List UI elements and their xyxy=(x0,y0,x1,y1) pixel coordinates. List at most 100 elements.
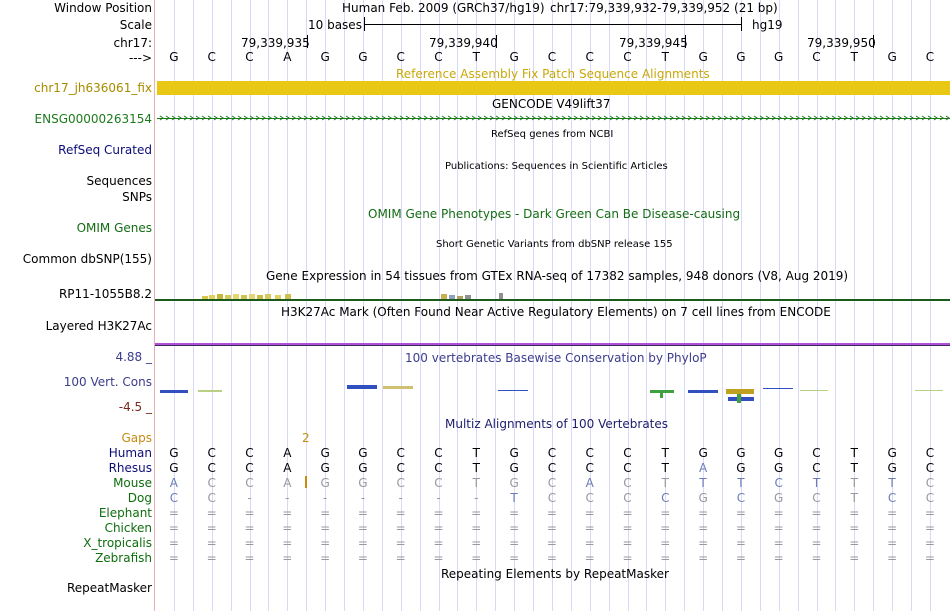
alignment-base: A xyxy=(283,476,292,490)
alignment-base: G xyxy=(509,446,519,460)
alignment-base: = xyxy=(849,551,860,565)
phylop-min-label: -4.5 _ xyxy=(118,400,152,414)
gencode-gene-model[interactable] xyxy=(157,118,950,119)
dbsnp-track-label[interactable]: Common dbSNP(155) xyxy=(22,252,152,266)
fix-patch-track-title: Reference Assembly Fix Patch Sequence Al… xyxy=(396,67,710,81)
alignment-base: C xyxy=(547,461,557,475)
alignment-base: = xyxy=(584,521,595,535)
alignment-base: C xyxy=(623,476,632,490)
species-label-elephant[interactable]: Elephant xyxy=(98,506,152,520)
alignment-base: = xyxy=(773,521,784,535)
species-label-chicken[interactable]: Chicken xyxy=(104,521,152,535)
gtex-tissue-bar xyxy=(449,295,455,300)
alignment-base: = xyxy=(660,536,671,550)
species-label-dog[interactable]: Dog xyxy=(127,491,152,505)
alignment-base: G xyxy=(358,461,368,475)
window-position-value[interactable]: chr17:79,339,932-79,339,952 (21 bp) xyxy=(550,1,778,15)
species-label-zebrafish[interactable]: Zebrafish xyxy=(95,551,152,565)
snps-track-label[interactable]: SNPs xyxy=(122,190,152,204)
grid-line xyxy=(759,0,761,611)
grid-line xyxy=(646,0,648,611)
phylop-conservation-graph[interactable] xyxy=(155,380,950,406)
alignment-base: C xyxy=(207,446,216,460)
species-label-human[interactable]: Human xyxy=(108,446,152,460)
phylop-score-bar xyxy=(688,390,718,393)
scale-bar xyxy=(364,24,742,25)
alignment-base: C xyxy=(623,446,632,460)
grid-line xyxy=(211,0,213,611)
reference-base: G xyxy=(698,50,708,64)
publications-track-title: Publications: Sequences in Scientific Ar… xyxy=(445,161,668,172)
alignment-base: = xyxy=(357,506,368,520)
phylop-score-bar xyxy=(198,390,222,392)
alignment-base: = xyxy=(433,536,444,550)
h3k27ac-track-label[interactable]: Layered H3K27Ac xyxy=(45,319,152,333)
alignment-base: T xyxy=(472,476,480,490)
repeatmasker-track-label[interactable]: RepeatMasker xyxy=(66,581,152,595)
alignment-base: = xyxy=(395,506,406,520)
alignment-base: T xyxy=(737,476,745,490)
gencode-gene-label[interactable]: ENSG00000263154 xyxy=(34,112,152,126)
fix-patch-track-label[interactable]: chr17_jh636061_fix xyxy=(34,81,152,95)
alignment-base: G xyxy=(698,446,708,460)
insertion-marker[interactable] xyxy=(305,476,307,488)
alignment-base: C xyxy=(585,461,594,475)
alignment-base: T xyxy=(661,446,669,460)
alignment-base: = xyxy=(773,536,784,550)
omim-track-label[interactable]: OMIM Genes xyxy=(76,221,152,235)
grid-line xyxy=(589,0,591,611)
publications-track-label[interactable]: Sequences xyxy=(86,174,152,188)
grid-line xyxy=(495,0,497,611)
alignment-base: G xyxy=(509,461,519,475)
multiz-track-title: Multiz Alignments of 100 Vertebrates xyxy=(445,417,669,431)
reference-base: G xyxy=(169,50,179,64)
alignment-base: = xyxy=(357,536,368,550)
alignment-base: G xyxy=(887,446,897,460)
reference-base: G xyxy=(887,50,897,64)
alignment-base: T xyxy=(472,461,480,475)
grid-line xyxy=(816,0,818,611)
reference-base: C xyxy=(585,50,594,64)
h3k27ac-signal-line[interactable] xyxy=(155,343,950,345)
species-label-x_tropicalis[interactable]: X_tropicalis xyxy=(83,536,152,550)
gtex-expression-graph[interactable] xyxy=(157,290,950,302)
alignment-base: = xyxy=(244,536,255,550)
grid-line xyxy=(306,0,308,611)
grid-line xyxy=(230,0,232,611)
gap-count-marker[interactable]: 2 xyxy=(302,431,310,445)
strand-arrow-path xyxy=(159,115,950,121)
grid-line xyxy=(835,0,837,611)
omim-track-title: OMIM Gene Phenotypes - Dark Green Can Be… xyxy=(368,207,741,221)
alignment-base: C xyxy=(812,446,821,460)
alignment-base: = xyxy=(168,521,179,535)
gtex-gene-label[interactable]: RP11-1055B8.2 xyxy=(58,287,152,301)
reference-base: C xyxy=(207,50,216,64)
alignment-base: = xyxy=(509,551,520,565)
species-label-rhesus[interactable]: Rhesus xyxy=(108,461,152,475)
refseq-track-label[interactable]: RefSeq Curated xyxy=(58,143,152,157)
grid-line xyxy=(438,0,440,611)
alignment-base: = xyxy=(320,506,331,520)
base-grid xyxy=(155,0,950,611)
alignment-base: C xyxy=(169,491,179,505)
alignment-base: G xyxy=(887,461,897,475)
alignment-base: A xyxy=(585,476,594,490)
h3k27ac-track-title: H3K27Ac Mark (Often Found Near Active Re… xyxy=(281,305,831,319)
phylop-score-bar xyxy=(915,390,943,391)
alignment-base: C xyxy=(661,491,670,505)
phylop-track-label[interactable]: 100 Vert. Cons xyxy=(63,375,152,389)
alignment-base: = xyxy=(206,506,217,520)
grid-line xyxy=(892,0,894,611)
fix-patch-alignment-bar[interactable] xyxy=(157,81,950,95)
coord-label: 79,339,935 xyxy=(241,36,310,50)
alignment-base: C xyxy=(925,491,935,505)
grid-line xyxy=(381,0,383,611)
grid-line xyxy=(854,0,856,611)
alignment-base: - xyxy=(360,491,366,505)
alignment-base: C xyxy=(396,461,405,475)
grid-line xyxy=(797,0,799,611)
species-label-mouse[interactable]: Mouse xyxy=(113,476,152,490)
alignment-base: C xyxy=(434,446,443,460)
alignment-base: C xyxy=(623,461,632,475)
scale-label: Scale xyxy=(119,18,152,32)
